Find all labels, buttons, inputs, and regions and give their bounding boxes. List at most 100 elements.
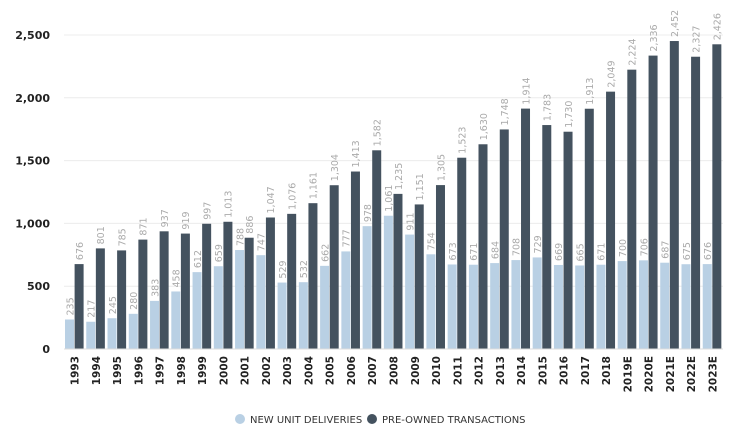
data-label: 676 (703, 242, 714, 260)
x-tick-label: 1997 (155, 356, 167, 385)
data-label: 747 (257, 233, 268, 251)
bar-new-unit-deliveries (511, 260, 521, 349)
bar-pre-owned-transactions (287, 213, 297, 349)
bar-pre-owned-transactions (265, 217, 275, 349)
bar-pre-owned-transactions (74, 264, 84, 349)
data-label: 1,748 (500, 98, 511, 125)
x-tick-label: 2023E (707, 356, 719, 392)
bar-new-unit-deliveries (320, 265, 330, 349)
bar-pre-owned-transactions (244, 237, 254, 349)
bar-pre-owned-transactions (308, 203, 318, 349)
data-label: 1,582 (373, 119, 384, 146)
data-label: 2,426 (713, 13, 724, 40)
bar-pre-owned-transactions (478, 144, 488, 349)
bar-new-unit-deliveries (532, 257, 542, 349)
data-label: 1,047 (266, 186, 277, 213)
bar-new-unit-deliveries (256, 255, 266, 349)
data-label: 671 (597, 243, 608, 261)
data-label: 1,523 (458, 127, 469, 154)
bar-pre-owned-transactions (712, 44, 722, 349)
bar-pre-owned-transactions (669, 41, 679, 349)
bar-new-unit-deliveries (192, 272, 202, 349)
y-tick-label: 1,000 (15, 217, 50, 230)
x-tick-label: 2020E (644, 356, 656, 392)
x-tick-label: 2006 (346, 356, 358, 385)
data-label: 1,304 (330, 154, 341, 181)
y-tick-label: 1,500 (15, 155, 50, 168)
bar-new-unit-deliveries (681, 264, 691, 349)
data-label: 383 (150, 279, 161, 297)
bar-new-unit-deliveries (490, 263, 500, 349)
bar-pre-owned-transactions (584, 108, 594, 349)
bar-pre-owned-transactions (521, 108, 531, 350)
bar-new-unit-deliveries (596, 264, 606, 349)
data-label: 1,913 (585, 78, 596, 105)
bar-pre-owned-transactions (435, 185, 445, 349)
data-label: 1,061 (384, 185, 395, 212)
legend-marker (367, 414, 377, 424)
x-tick-label: 1996 (133, 356, 145, 385)
data-label: 729 (533, 235, 544, 253)
data-label: 1,914 (521, 77, 532, 104)
bar-pre-owned-transactions (499, 129, 509, 349)
bar-pre-owned-transactions (542, 125, 552, 349)
bar-new-unit-deliveries (702, 264, 712, 349)
bar-new-unit-deliveries (638, 260, 648, 349)
data-label: 997 (202, 202, 213, 220)
x-tick-label: 1995 (112, 356, 124, 385)
data-label: 937 (160, 209, 171, 227)
data-label: 1,013 (224, 191, 235, 218)
data-label: 1,630 (479, 113, 490, 140)
legend-label: PRE-OWNED TRANSACTIONS (382, 415, 526, 426)
data-label: 801 (96, 226, 107, 244)
bar-new-unit-deliveries (383, 215, 393, 349)
data-label: 1,161 (309, 172, 320, 199)
bar-pre-owned-transactions (329, 185, 339, 349)
data-label: 669 (554, 243, 565, 261)
data-label: 684 (490, 241, 501, 259)
x-tick-label: 2019E (622, 356, 634, 392)
bar-pre-owned-transactions (117, 250, 127, 349)
legend-label: NEW UNIT DELIVERIES (250, 415, 362, 426)
x-tick-label: 2001 (240, 356, 252, 385)
bar-pre-owned-transactions (393, 193, 403, 349)
data-label: 706 (639, 238, 650, 256)
x-tick-label: 2003 (282, 356, 294, 385)
data-label: 785 (117, 228, 128, 246)
data-label: 676 (75, 242, 86, 260)
x-tick-label: 2010 (431, 356, 443, 385)
x-tick-label: 2022E (686, 356, 698, 392)
bar-new-unit-deliveries (107, 318, 117, 349)
data-label: 777 (342, 229, 353, 247)
bar-new-unit-deliveries (341, 251, 351, 349)
data-label: 612 (193, 250, 204, 268)
data-label: 708 (512, 238, 523, 256)
bar-new-unit-deliveries (447, 264, 457, 349)
bar-pre-owned-transactions (606, 91, 616, 349)
data-label: 700 (618, 239, 629, 257)
bar-pre-owned-transactions (223, 221, 233, 349)
data-label: 978 (363, 204, 374, 222)
data-label: 788 (235, 228, 246, 246)
bar-pre-owned-transactions (372, 150, 382, 349)
y-tick-label: 2,000 (15, 92, 50, 105)
x-tick-label: 2018 (601, 356, 613, 385)
data-label: 754 (427, 232, 438, 250)
data-label: 529 (278, 260, 289, 278)
x-tick-label: 2000 (218, 356, 230, 385)
x-tick-label: 2017 (580, 356, 592, 385)
data-label: 235 (65, 297, 76, 315)
bar-new-unit-deliveries (362, 226, 372, 349)
bar-pre-owned-transactions (414, 204, 424, 349)
data-label: 2,049 (606, 60, 617, 87)
data-label: 2,224 (628, 38, 639, 65)
data-label: 1,151 (415, 173, 426, 200)
data-label: 665 (575, 243, 586, 261)
x-tick-label: 2004 (303, 356, 315, 385)
data-label: 687 (661, 241, 672, 259)
bar-pre-owned-transactions (691, 56, 701, 350)
bar-new-unit-deliveries (617, 261, 627, 349)
x-tick-label: 1994 (91, 356, 103, 385)
data-label: 919 (181, 211, 192, 229)
bar-pre-owned-transactions (95, 248, 105, 349)
